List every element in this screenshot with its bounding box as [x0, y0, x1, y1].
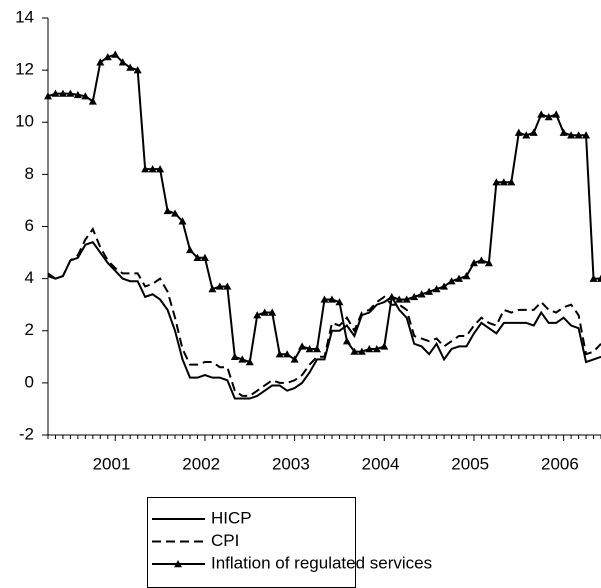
marker: [522, 131, 531, 139]
x-tick-label: 2004: [362, 454, 400, 473]
marker: [469, 258, 478, 267]
marker: [103, 53, 112, 61]
marker: [544, 113, 553, 121]
marker: [200, 253, 209, 261]
marker: [156, 165, 165, 173]
marker: [73, 90, 82, 99]
marker: [499, 178, 508, 186]
marker: [402, 295, 411, 303]
marker: [305, 344, 314, 353]
marker: [380, 342, 389, 350]
marker: [230, 352, 239, 361]
marker: [425, 287, 434, 295]
y-tick-label: 6: [25, 216, 34, 235]
marker: [484, 258, 493, 267]
y-tick-label: 12: [15, 60, 34, 79]
marker: [44, 92, 52, 100]
marker: [283, 350, 292, 358]
marker: [597, 274, 601, 282]
legend-label: CPI: [211, 531, 239, 550]
legend-label: HICP: [211, 508, 252, 527]
marker: [51, 89, 60, 97]
marker: [552, 110, 561, 118]
marker: [589, 274, 598, 282]
marker: [126, 63, 135, 71]
marker: [455, 274, 464, 282]
marker: [260, 308, 269, 316]
marker: [223, 282, 232, 290]
x-tick-label: 2005: [451, 454, 489, 473]
marker: [357, 347, 366, 355]
y-tick-label: -2: [19, 424, 34, 443]
marker: [372, 344, 381, 353]
marker: [111, 50, 120, 58]
marker: [567, 131, 576, 139]
marker: [66, 89, 75, 97]
marker: [313, 344, 322, 353]
marker: [133, 66, 142, 74]
marker: [171, 209, 180, 217]
y-tick-label: 10: [15, 112, 34, 131]
marker: [245, 358, 254, 366]
marker: [477, 256, 486, 264]
marker: [163, 206, 172, 215]
marker: [118, 58, 127, 66]
marker: [81, 92, 90, 100]
marker: [327, 295, 336, 303]
legend-marker: [174, 560, 182, 568]
marker: [320, 295, 329, 303]
marker: [253, 311, 262, 319]
x-tick-label: 2006: [541, 454, 579, 473]
marker: [387, 292, 396, 301]
y-tick-label: 8: [25, 164, 34, 183]
marker: [514, 128, 523, 136]
marker: [96, 58, 105, 66]
marker: [447, 277, 456, 285]
marker: [529, 128, 538, 136]
marker: [417, 290, 426, 298]
x-tick-label: 2001: [93, 454, 131, 473]
y-tick-label: 2: [25, 320, 34, 339]
marker: [432, 285, 441, 293]
marker: [365, 344, 374, 353]
marker: [507, 178, 516, 186]
marker: [440, 282, 449, 290]
marker: [268, 308, 277, 316]
marker: [537, 110, 546, 118]
marker: [290, 355, 299, 363]
marker: [335, 298, 344, 306]
y-tick-label: 14: [15, 7, 34, 26]
marker: [462, 272, 471, 280]
marker: [275, 350, 284, 358]
marker: [574, 131, 583, 139]
marker: [148, 165, 157, 173]
marker: [350, 347, 359, 355]
x-tick-label: 2003: [272, 454, 310, 473]
marker: [298, 342, 307, 350]
marker: [215, 282, 224, 290]
marker: [193, 253, 202, 261]
marker: [492, 178, 501, 186]
marker: [410, 292, 419, 301]
marker: [88, 97, 97, 105]
series-line: [47, 240, 601, 400]
legend-label: Inflation of regulated services: [211, 553, 432, 572]
marker: [342, 337, 351, 345]
marker: [238, 355, 247, 363]
marker: [178, 217, 187, 225]
series-line: [47, 227, 601, 397]
y-tick-label: 0: [25, 372, 34, 391]
marker: [582, 131, 591, 139]
marker: [395, 295, 404, 303]
marker: [559, 128, 568, 136]
marker: [208, 285, 217, 293]
y-tick-label: 4: [25, 268, 34, 287]
x-tick-label: 2002: [182, 454, 220, 473]
marker: [185, 245, 194, 254]
marker: [58, 89, 67, 97]
marker: [141, 165, 150, 173]
series-line: [47, 53, 601, 364]
